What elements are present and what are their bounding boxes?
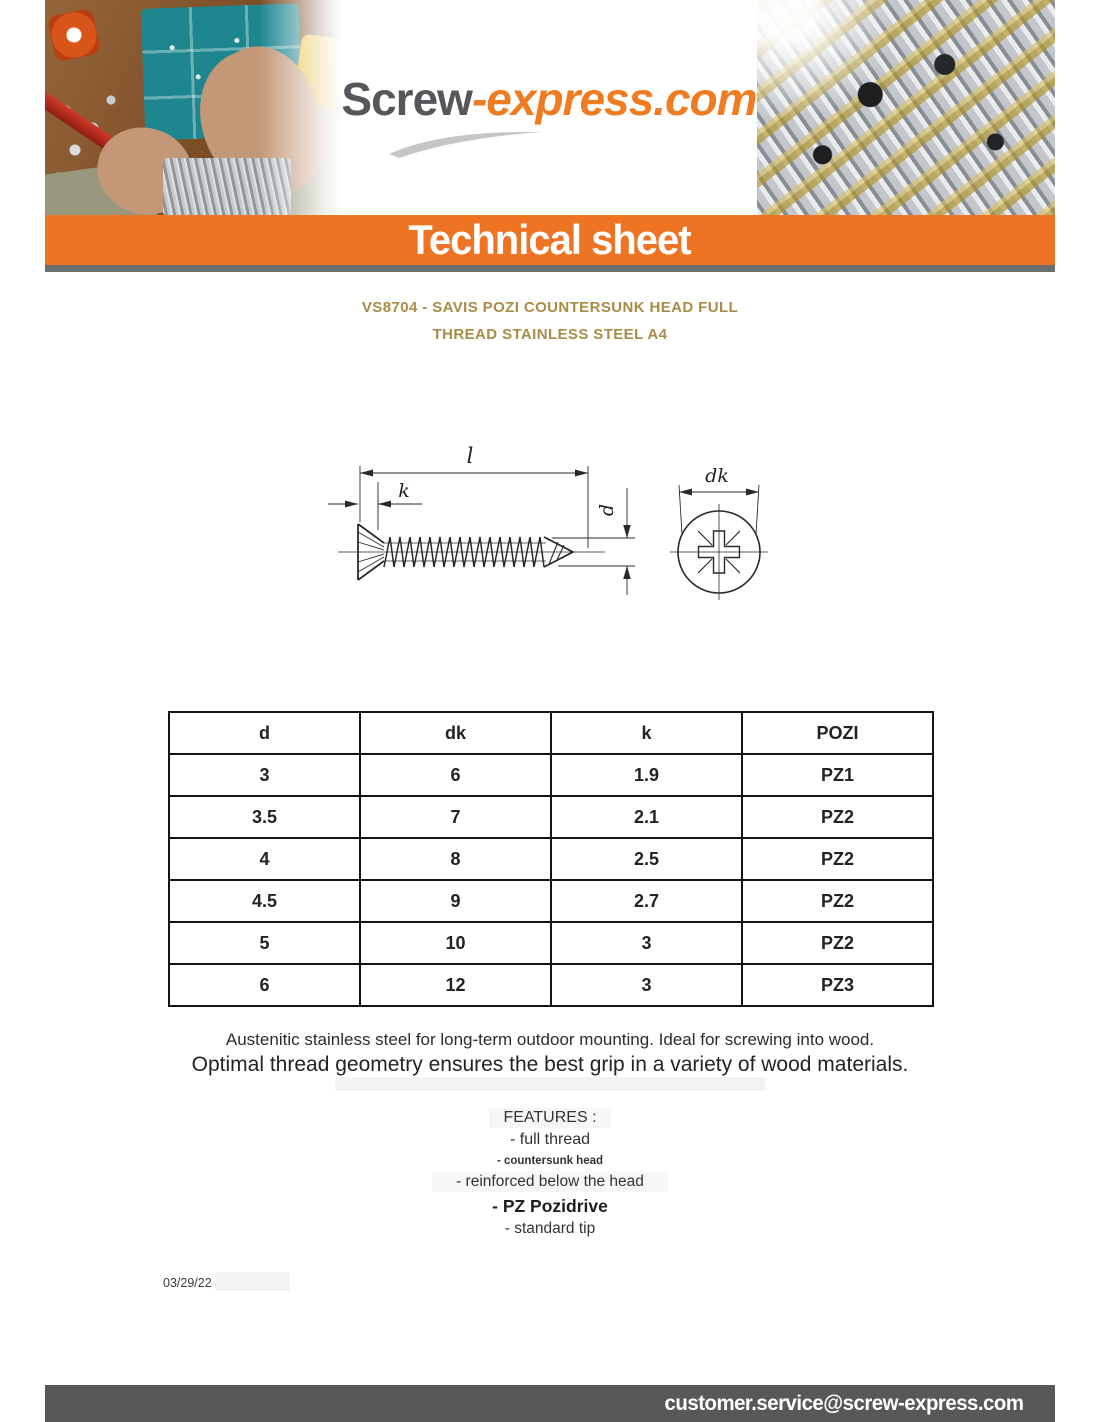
cell: PZ2 bbox=[741, 879, 934, 923]
table-header-row: d dk k POZI bbox=[168, 711, 934, 755]
features-section: FEATURES : - full thread - countersunk h… bbox=[45, 1108, 1055, 1238]
cell: 6 bbox=[359, 753, 552, 797]
table-row: 3 6 1.9 PZ1 bbox=[168, 753, 934, 797]
banner-title: Technical sheet bbox=[408, 216, 692, 263]
product-title: VS8704 - SAVIS POZI COUNTERSUNK HEAD FUL… bbox=[45, 294, 1055, 348]
faint-artifact bbox=[335, 1077, 765, 1091]
col-header-pozi: POZI bbox=[741, 711, 934, 755]
cell: 4.5 bbox=[168, 879, 361, 923]
banner-divider bbox=[45, 265, 1055, 272]
feature-item: - standard tip bbox=[504, 1220, 596, 1237]
cell: 1.9 bbox=[550, 753, 743, 797]
col-header-dk: dk bbox=[359, 711, 552, 755]
cell: 9 bbox=[359, 879, 552, 923]
table-row: 3.5 7 2.1 PZ2 bbox=[168, 795, 934, 839]
feature-item: - PZ Pozidrive bbox=[492, 1196, 608, 1216]
photo-fade bbox=[45, 0, 342, 215]
feature-item: - full thread bbox=[509, 1131, 591, 1148]
table-row: 6 12 3 PZ3 bbox=[168, 963, 934, 1007]
cell: 5 bbox=[168, 921, 361, 965]
cell: 3 bbox=[168, 753, 361, 797]
cell: 3.5 bbox=[168, 795, 361, 839]
dim-label-d: d bbox=[596, 504, 618, 516]
col-header-k: k bbox=[550, 711, 743, 755]
banner: Technical sheet bbox=[45, 215, 1055, 265]
dim-label-k: k bbox=[398, 480, 410, 502]
cell: 2.1 bbox=[550, 795, 743, 839]
screw-technical-drawing: l k d dk bbox=[328, 444, 768, 600]
cell: 3 bbox=[550, 963, 743, 1007]
footer-email: customer.service@screw-express.com bbox=[664, 1391, 1024, 1415]
cell: PZ3 bbox=[741, 963, 934, 1007]
faint-artifact bbox=[215, 1272, 290, 1291]
feature-item: - reinforced below the head bbox=[432, 1172, 668, 1192]
logo-swoosh-icon bbox=[389, 131, 542, 158]
cell: 4 bbox=[168, 837, 361, 881]
footer-bar: customer.service@screw-express.com bbox=[45, 1385, 1055, 1422]
cell: 2.5 bbox=[550, 837, 743, 881]
product-title-line1: VS8704 - SAVIS POZI COUNTERSUNK HEAD FUL… bbox=[361, 299, 739, 316]
feature-item: - countersunk head bbox=[496, 1155, 604, 1167]
table-row: 4.5 9 2.7 PZ2 bbox=[168, 879, 934, 923]
cell: 2.7 bbox=[550, 879, 743, 923]
cell: PZ2 bbox=[741, 837, 934, 881]
description: Austenitic stainless steel for long-term… bbox=[45, 1030, 1055, 1077]
features-heading: FEATURES : bbox=[489, 1108, 611, 1128]
dimensions-table: d dk k POZI 3 6 1.9 PZ1 3.5 7 2.1 PZ2 4 … bbox=[168, 711, 934, 1007]
description-line2: Optimal thread geometry ensures the best… bbox=[191, 1053, 909, 1076]
brand-logo: Screw-express.com bbox=[341, 72, 758, 158]
logo-text-express: -express.com bbox=[471, 73, 758, 125]
cell: 3 bbox=[550, 921, 743, 965]
workbench-photo bbox=[45, 0, 342, 215]
dim-label-dk: dk bbox=[705, 465, 729, 487]
cell: PZ2 bbox=[741, 795, 934, 839]
cell: 10 bbox=[359, 921, 552, 965]
cell: 8 bbox=[359, 837, 552, 881]
revision-date: 03/29/22 bbox=[163, 1276, 212, 1290]
product-title-line2: THREAD STAINLESS STEEL A4 bbox=[432, 326, 668, 343]
cell: 7 bbox=[359, 795, 552, 839]
table-row: 5 10 3 PZ2 bbox=[168, 921, 934, 965]
cell: PZ2 bbox=[741, 921, 934, 965]
table-row: 4 8 2.5 PZ2 bbox=[168, 837, 934, 881]
cell: 6 bbox=[168, 963, 361, 1007]
screws-pile-photo bbox=[757, 0, 1055, 215]
col-header-d: d bbox=[168, 711, 361, 755]
cell: PZ1 bbox=[741, 753, 934, 797]
dim-label-l: l bbox=[467, 444, 474, 468]
logo-text-screw: Screw bbox=[341, 73, 473, 125]
cell: 12 bbox=[359, 963, 552, 1007]
description-line1: Austenitic stainless steel for long-term… bbox=[225, 1030, 875, 1049]
